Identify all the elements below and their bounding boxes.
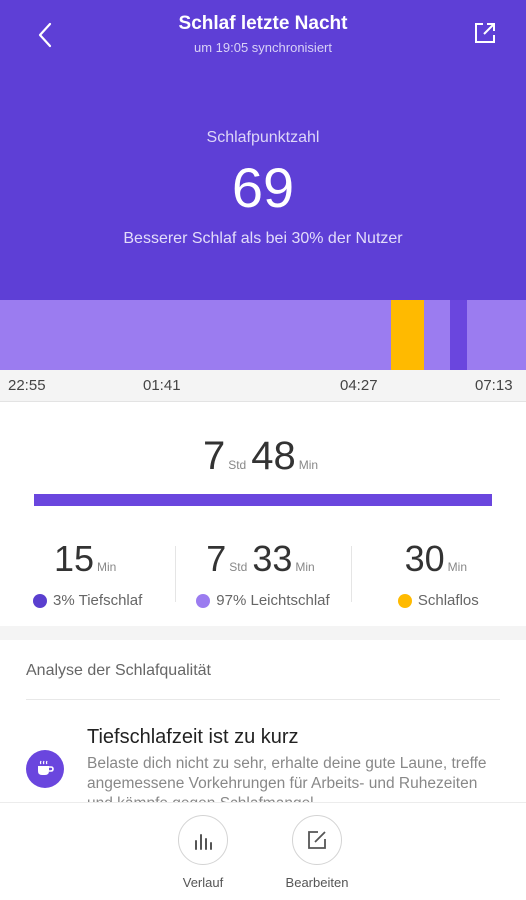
sleep-score-label: Schlafpunktzahl	[206, 129, 320, 146]
edit-circle	[292, 815, 342, 865]
page-title: Schlaf letzte Nacht	[178, 13, 348, 34]
hours-unit: Std	[228, 458, 247, 472]
sleep-score-value: 69	[231, 156, 295, 219]
deep-sleep-segment	[450, 300, 467, 370]
deep-sleep-stat: 15 Min 3% Tiefschlaf	[0, 538, 175, 609]
light-sleep-dot	[196, 593, 211, 608]
edit-icon	[308, 831, 326, 849]
total-minutes: 48	[251, 434, 296, 478]
share-icon	[475, 23, 495, 43]
sync-status: um 19:05 synchronisiert	[193, 40, 332, 55]
light-sleep-stat: 7 Std 33 Min 97% Leichtschlaf	[175, 538, 350, 609]
sleep-summary: 7 Std 48 Min 15 Min 3% Tiefschlaf 7 Std 33 Min …	[0, 402, 526, 626]
light-sleep-minutes: 33	[252, 538, 293, 579]
bottom-toolbar: Verlauf Bearbeiten	[0, 802, 526, 900]
deep-sleep-label: 3% Tiefschlaf	[53, 592, 143, 609]
sleep-timeline[interactable]	[0, 300, 526, 370]
edit-label: Bearbeiten	[285, 875, 349, 890]
deep-sleep-dot	[33, 593, 48, 608]
light-sleep-minutes-unit: Min	[295, 560, 315, 574]
sleep-score-comparison: Besserer Schlaf als bei 30% der Nutzer	[123, 230, 403, 247]
history-circle	[178, 815, 228, 865]
minutes-unit: Min	[298, 458, 319, 472]
awake-segment	[391, 300, 424, 370]
share-button[interactable]	[468, 16, 502, 50]
sleep-score-header: Schlaf letzte Nacht um 19:05 synchronisi…	[0, 0, 526, 300]
time-label: 22:55	[8, 377, 46, 394]
timeline-axis: 22:55 01:41 04:27 07:13	[0, 370, 526, 402]
chevron-left-icon	[38, 22, 52, 48]
total-sleep-duration: 7 Std 48 Min	[0, 434, 526, 479]
awake-label: Schlaflos	[417, 592, 479, 609]
time-label: 07:13	[475, 377, 513, 394]
awake-value: 30	[404, 538, 445, 579]
sleep-stats: 15 Min 3% Tiefschlaf 7 Std 33 Min 97% Leicht…	[0, 538, 526, 609]
deep-sleep-value: 15	[53, 538, 95, 579]
time-label: 01:41	[143, 377, 181, 394]
bar-chart-icon	[195, 834, 212, 850]
edit-button[interactable]: Bearbeiten	[257, 815, 377, 890]
history-label: Verlauf	[182, 875, 224, 890]
light-sleep-hours: 7	[206, 538, 227, 579]
sleep-quality-analysis: Analyse der Schlafqualität Tiefschlafzei…	[0, 640, 526, 802]
awake-stat: 30 Min Schlaflos	[350, 538, 526, 609]
coffee-cup-icon	[26, 750, 64, 788]
light-sleep-label: 97% Leichtschlaf	[216, 592, 330, 609]
tip-title: Tiefschlafzeit ist zu kurz	[87, 726, 299, 748]
light-sleep-hours-unit: Std	[229, 560, 248, 574]
tip-text: Belaste dich nicht zu sehr, erhalte dein…	[87, 755, 487, 802]
history-button[interactable]: Verlauf	[143, 815, 263, 890]
total-hours: 7	[202, 434, 226, 478]
deep-sleep-unit: Min	[97, 560, 117, 574]
time-label: 04:27	[340, 377, 378, 394]
awake-unit: Min	[447, 560, 468, 574]
back-button[interactable]	[28, 18, 62, 52]
divider	[26, 699, 500, 700]
sleep-duration-bar	[34, 494, 492, 506]
analysis-title: Analyse der Schlafqualität	[26, 662, 211, 679]
awake-dot	[397, 593, 412, 608]
